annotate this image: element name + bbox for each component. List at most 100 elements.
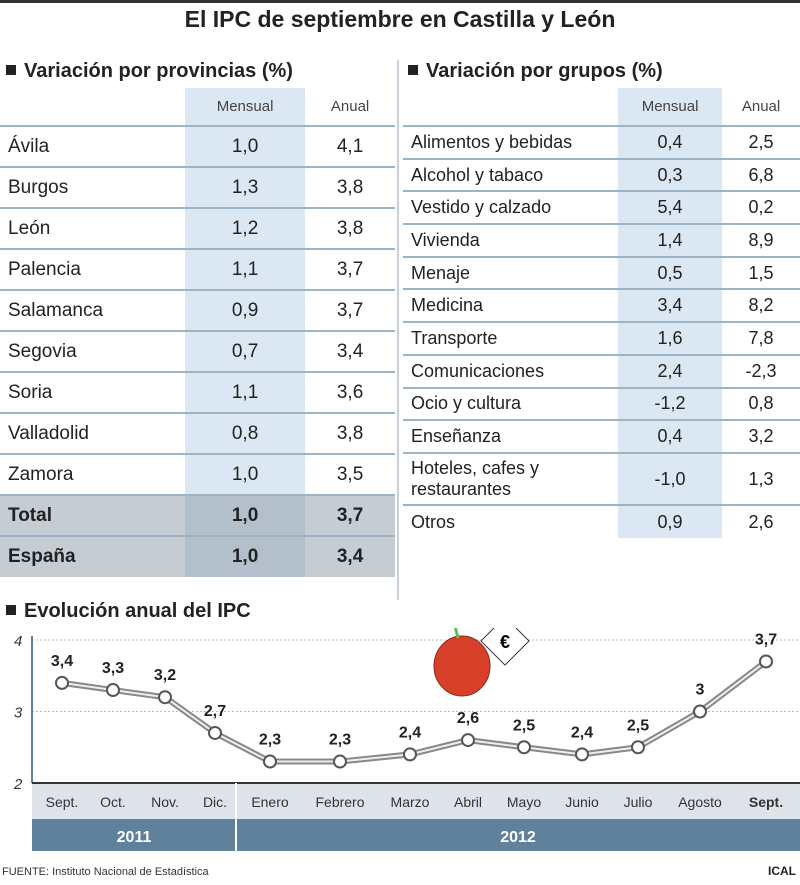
data-point — [631, 740, 645, 755]
table-row: Palencia 1,1 3,7 — [0, 248, 395, 290]
cell-annual: 3,2 — [722, 419, 800, 453]
data-point — [461, 733, 475, 748]
data-label: 3,3 — [102, 660, 124, 677]
table-row: Medicina 3,4 8,2 — [403, 288, 800, 323]
table-row: Segovia 0,7 3,4 — [0, 330, 395, 372]
cell-annual: 0,2 — [722, 190, 800, 225]
x-tick-label: Marzo — [391, 794, 430, 810]
cell-monthly: 1,0 — [185, 494, 306, 536]
cell-monthly: 1,0 — [185, 125, 306, 167]
data-point — [693, 704, 707, 719]
cell-monthly: -1,2 — [618, 386, 723, 421]
data-point — [575, 747, 589, 762]
table-row: Burgos 1,3 3,8 — [0, 166, 395, 208]
cell-name: Total — [0, 494, 185, 536]
apple-stem-icon — [453, 628, 460, 639]
data-label: 3,7 — [755, 631, 777, 648]
y-tick-label: 2 — [13, 776, 23, 793]
year-label: 2011 — [117, 829, 152, 846]
cell-name: España — [0, 535, 185, 577]
y-tick-label: 3 — [14, 705, 23, 722]
y-tick-label: 4 — [14, 633, 22, 650]
data-point — [55, 675, 69, 690]
table-row: Ocio y cultura -1,2 0,8 — [403, 386, 800, 421]
x-tick-label: Julio — [624, 794, 653, 810]
col-monthly: Mensual — [185, 88, 306, 126]
price-tag-icon — [480, 628, 530, 666]
cell-name: Ocio y cultura — [403, 386, 618, 421]
x-tick-label: Sept. — [46, 794, 79, 810]
cell-monthly: 1,0 — [185, 453, 306, 495]
data-point — [517, 740, 531, 755]
data-label: 2,3 — [259, 732, 281, 749]
cell-name: Zamora — [0, 453, 185, 495]
top-rule — [0, 0, 800, 3]
cell-monthly: 0,4 — [618, 125, 723, 159]
data-label: 3 — [696, 682, 705, 699]
table-row: Ávila 1,0 4,1 — [0, 125, 395, 167]
x-tick-label: Febrero — [315, 794, 364, 810]
cell-monthly: 1,1 — [185, 248, 306, 290]
cell-name: Comunicaciones — [403, 353, 618, 388]
cell-name: Palencia — [0, 248, 185, 290]
cell-name: Segovia — [0, 330, 185, 372]
credit: ICAL — [768, 864, 796, 878]
x-tick-label: Agosto — [678, 794, 722, 810]
cell-annual: 1,5 — [722, 255, 800, 290]
x-tick-label: Oct. — [100, 794, 126, 810]
data-label: 2,4 — [571, 724, 593, 741]
col-annual: Anual — [741, 98, 781, 115]
cell-monthly: 0,5 — [618, 255, 723, 290]
cell-annual: 3,8 — [305, 207, 395, 249]
cell-annual: 3,4 — [305, 330, 395, 372]
groups-table: Mensual Anual Alimentos y bebidas 0,4 2,5 Al… — [403, 88, 800, 538]
data-point — [158, 690, 172, 705]
cell-monthly: 3,4 — [618, 288, 723, 323]
data-point — [208, 725, 222, 740]
cell-name: Burgos — [0, 166, 185, 208]
cell-annual: 8,2 — [722, 288, 800, 323]
cell-annual: 2,5 — [722, 125, 800, 159]
table-row: Zamora 1,0 3,5 — [0, 453, 395, 495]
cell-monthly: 1,2 — [185, 207, 306, 249]
table-row: Soria 1,1 3,6 — [0, 371, 395, 413]
apple-icon — [433, 635, 491, 697]
cell-monthly: 0,8 — [185, 412, 306, 454]
cell-monthly: 0,7 — [185, 330, 306, 372]
cell-annual: -2,3 — [722, 353, 800, 388]
cell-annual: 3,7 — [305, 289, 395, 331]
table-row: Salamanca 0,9 3,7 — [0, 289, 395, 331]
col-monthly: Mensual — [618, 88, 723, 126]
table-row: León 1,2 3,8 — [0, 207, 395, 249]
table-row: Comunicaciones 2,4 -2,3 — [403, 353, 800, 388]
data-label: 2,5 — [513, 717, 535, 734]
cell-name: Menaje — [403, 255, 618, 290]
cell-monthly: 1,6 — [618, 321, 723, 355]
table-row: Vestido y calzado 5,4 0,2 — [403, 190, 800, 225]
data-label: 2,3 — [329, 732, 351, 749]
table-row: España 1,0 3,4 — [0, 535, 395, 577]
year-band — [32, 819, 800, 851]
cell-annual: 4,1 — [305, 125, 395, 167]
table-row: Otros 0,9 2,6 — [403, 504, 800, 538]
page-title: El IPC de septiembre en Castilla y León — [184, 6, 616, 32]
x-tick-label: Dic. — [203, 794, 227, 810]
x-tick-label: Junio — [565, 794, 599, 810]
table-row: Total 1,0 3,7 — [0, 494, 395, 536]
table-row: Alimentos y bebidas 0,4 2,5 — [403, 125, 800, 159]
cell-monthly: 0,4 — [618, 419, 723, 453]
table-row: Alcohol y tabaco 0,3 6,8 — [403, 157, 800, 192]
cell-annual: 7,8 — [722, 321, 800, 355]
cell-name: Soria — [0, 371, 185, 413]
cell-name: Enseñanza — [403, 419, 618, 453]
cell-annual: 6,8 — [722, 157, 800, 192]
data-label: 2,4 — [399, 724, 421, 741]
cell-name: Ávila — [0, 125, 185, 167]
cell-name: Vivienda — [403, 223, 618, 257]
data-point — [263, 754, 277, 769]
cell-monthly: 0,3 — [618, 157, 723, 192]
groups-heading: Variación por grupos (%) — [408, 60, 663, 83]
cell-monthly: 0,9 — [185, 289, 306, 331]
cell-monthly: 5,4 — [618, 190, 723, 225]
data-point — [403, 747, 417, 762]
